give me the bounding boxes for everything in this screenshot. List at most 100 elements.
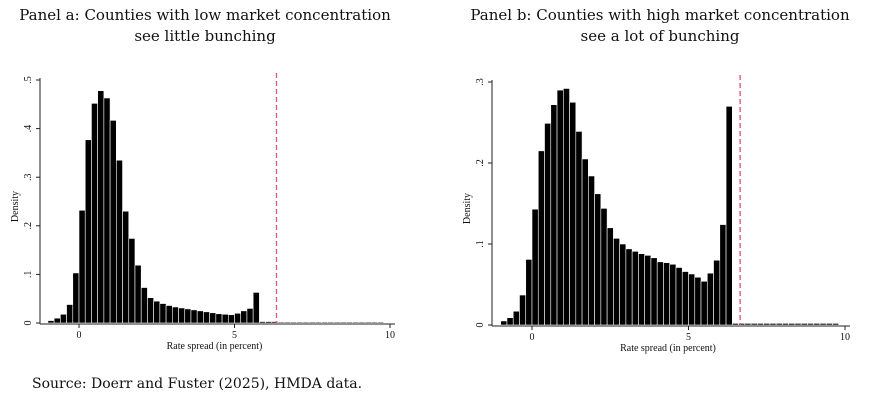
panel-b-bar <box>650 257 658 326</box>
panel-b-chart: 0 5 10 0 .1 .2 .3 Rate spread (in percent) Densi… <box>462 75 850 354</box>
panel-a-bar <box>128 238 136 324</box>
panel-b-y-tick-label: .2 <box>475 159 486 167</box>
panel-a-bar <box>240 310 248 324</box>
panel-a-bar <box>147 297 154 324</box>
panel-b-bar <box>757 323 764 326</box>
panel-a-bar <box>140 287 148 324</box>
panel-b-x-axis-label: Rate spread (in percent) <box>620 343 716 354</box>
panel-a-bar <box>290 321 298 324</box>
panel-b-bar <box>700 280 708 326</box>
source-note: Source: Doerr and Fuster (2025), HMDA da… <box>32 376 363 392</box>
panel-b-bar <box>512 310 520 326</box>
panel-b-bar <box>688 273 696 326</box>
panel-b-bar <box>619 243 627 326</box>
panel-b-x-tick-label: 0 <box>530 332 535 343</box>
panel-a-bar <box>165 305 173 324</box>
panel-b-bar <box>681 271 689 326</box>
panel-b-x-tick-label: 10 <box>840 332 850 343</box>
panel-a-y-tick-label: .5 <box>23 76 34 84</box>
panel-b-bar <box>819 323 827 326</box>
panel-b-bar <box>613 238 620 326</box>
panel-a-bar <box>53 317 61 324</box>
panel-a-bar <box>377 321 385 324</box>
panel-b-bar <box>669 263 677 326</box>
panel-a-bar <box>196 310 204 324</box>
panel-b-bar <box>588 175 595 326</box>
panel-b-bar <box>725 106 733 326</box>
panel-a-bar <box>190 309 198 324</box>
panel-a-bar <box>358 321 366 324</box>
panel-a-bar <box>352 321 360 324</box>
panel-b-bar <box>550 104 558 326</box>
panel-a-bar <box>221 313 229 324</box>
panel-b-bar <box>663 262 671 326</box>
panel-b-title-line2: see a lot of bunching <box>580 27 740 45</box>
panel-a-title: Panel a: Counties with low market concen… <box>10 5 400 47</box>
panel-b-bar <box>825 323 833 326</box>
panel-a-bar <box>308 321 316 324</box>
panel-b-bar <box>644 255 652 326</box>
panel-a-y-tick-label: .3 <box>23 173 34 181</box>
panel-b-bar <box>675 267 683 326</box>
panel-a-bar <box>315 321 322 324</box>
panel-b-bar <box>581 158 589 326</box>
panel-b-bar <box>775 323 783 326</box>
panel-a-x-tick-label: 10 <box>385 330 395 341</box>
panel-b-bar <box>562 88 570 326</box>
panel-a-bar <box>364 321 372 324</box>
panel-b-bar <box>525 259 533 326</box>
panel-b-bar <box>544 123 552 326</box>
panel-a-bar <box>172 306 179 324</box>
panel-a-bar <box>91 103 98 324</box>
panel-a-bar <box>302 321 310 324</box>
panel-a-x-tick-label: 0 <box>77 330 82 341</box>
panel-a-y-tick-label: .2 <box>23 222 34 230</box>
panel-a-bar <box>246 308 254 324</box>
panel-a-bar <box>209 312 217 324</box>
panel-a-bar <box>103 97 111 324</box>
panel-b-bar <box>832 323 840 326</box>
panel-b-bar <box>800 323 808 326</box>
panel-b-bar <box>694 276 702 326</box>
panel-b-y-axis-label: Density <box>462 193 473 224</box>
panel-b-bar <box>732 323 739 326</box>
panel-b-bar <box>813 323 821 326</box>
panel-a-y-tick-label: 0 <box>23 321 34 326</box>
panel-a-bar <box>277 321 285 324</box>
panel-b-bar <box>719 224 727 326</box>
panel-a-bar <box>72 272 80 324</box>
panel-b-bar <box>556 89 564 326</box>
panel-a-bar <box>78 209 86 324</box>
panel-b-bar <box>594 193 602 326</box>
panel-a-bar <box>184 308 192 324</box>
panel-b-bar <box>807 323 815 326</box>
panel-a-bar <box>153 300 161 324</box>
panel-b-bar <box>575 131 583 326</box>
panel-a-bar <box>84 139 92 324</box>
panel-b-bar <box>763 323 771 326</box>
panel-a-bar <box>47 320 55 324</box>
panel-a-title-line1: Panel a: Counties with low market concen… <box>19 6 391 24</box>
panel-b-bar <box>713 259 721 326</box>
panel-a-bar <box>321 321 329 324</box>
panel-a-bar <box>122 210 130 324</box>
panel-a-bar <box>134 264 142 324</box>
panel-a-bar <box>371 321 378 324</box>
panel-a-x-tick-label: 5 <box>232 330 237 341</box>
panel-a-bar <box>283 321 291 324</box>
panel-a-bar <box>234 312 242 324</box>
panel-a-bar <box>60 313 67 324</box>
panel-b-y-tick-label: 0 <box>475 323 486 328</box>
panel-b-y-tick-label: .1 <box>475 240 486 248</box>
panel-b-bar <box>744 323 752 326</box>
panel-a-bar <box>346 321 353 324</box>
panel-a-bar <box>215 313 223 324</box>
panel-b-bar <box>631 250 639 326</box>
panel-b-bar <box>782 323 789 326</box>
panel-b-bar <box>537 150 545 326</box>
panel-a-x-axis-label: Rate spread (in percent) <box>167 341 263 352</box>
panel-b-title: Panel b: Counties with high market conce… <box>455 5 865 47</box>
panel-b-bar <box>531 208 539 326</box>
panel-a-title-line2: see little bunching <box>134 27 276 45</box>
